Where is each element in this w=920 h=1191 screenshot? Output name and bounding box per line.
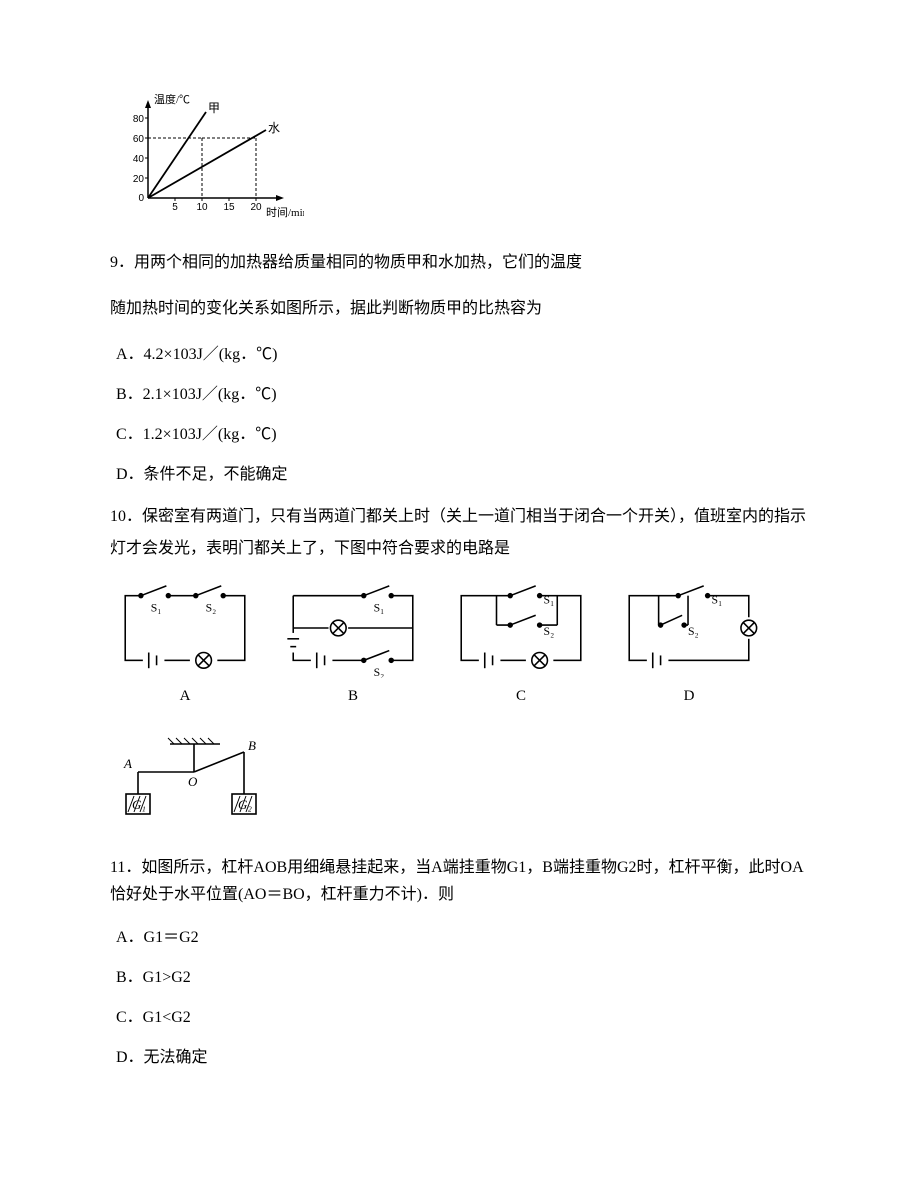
q11-option-d: D．无法确定	[116, 1042, 810, 1074]
circuit-a-svg: S₁ S₂	[110, 579, 260, 679]
circuit-b-s2: S₂	[374, 666, 385, 679]
xtick-15: 15	[223, 202, 235, 213]
circuit-a-s1: S₁	[151, 601, 162, 614]
circuit-d-label: D	[684, 685, 695, 708]
circuit-a: S₁ S₂ A	[110, 579, 260, 708]
circuit-c-s2: S₂	[544, 625, 555, 638]
temperature-time-chart: 0 20 40 60 80 5 10 15	[110, 90, 810, 229]
xtick-20: 20	[250, 202, 262, 213]
ytick-80: 80	[133, 114, 145, 125]
q9-option-b: B．2.1×103J／(kg．℃)	[116, 379, 810, 411]
lever-label-g2: G₂	[238, 797, 252, 812]
q9-stem-1: 9．用两个相同的加热器给质量相同的物质甲和水加热，它们的温度	[110, 247, 810, 279]
xtick-10: 10	[196, 202, 208, 213]
q9-stem-2: 随加热时间的变化关系如图所示，据此判断物质甲的比热容为	[110, 293, 810, 325]
y-axis-label: 温度/℃	[154, 94, 190, 106]
lever-label-g1: G₁	[132, 797, 146, 812]
ytick-40: 40	[133, 154, 145, 165]
series-shui-label: 水	[268, 121, 280, 135]
q9-option-d: D．条件不足，不能确定	[116, 459, 810, 491]
circuit-d-svg: S₁ S₂	[614, 579, 764, 679]
lever-label-o: O	[188, 774, 198, 789]
circuit-row: S₁ S₂ A	[110, 579, 810, 708]
q9-option-c: C．1.2×103J／(kg．℃)	[116, 419, 810, 451]
lever-label-b: B	[248, 738, 256, 753]
series-jia-label: 甲	[208, 101, 220, 115]
xtick-5: 5	[172, 202, 178, 213]
circuit-a-s2: S₂	[206, 601, 217, 614]
circuit-d: S₁ S₂ D	[614, 579, 764, 708]
lever-label-a: A	[123, 756, 132, 771]
series-jia	[148, 112, 206, 198]
q11-option-a: A．G1＝G2	[116, 922, 810, 954]
q11-stem: 11．如图所示，杠杆AOB用细绳悬挂起来，当A端挂重物G1，B端挂重物G2时，杠…	[110, 854, 810, 908]
circuit-c-svg: S₁ S₂	[446, 579, 596, 679]
circuit-b-label: B	[348, 685, 358, 708]
chart-svg: 0 20 40 60 80 5 10 15	[114, 94, 304, 219]
circuit-b-svg: S₁ S₂	[278, 579, 428, 679]
x-axis-label: 时间/min	[266, 206, 304, 219]
ytick-60: 60	[133, 134, 145, 145]
circuit-c-label: C	[516, 685, 526, 708]
q11-option-b: B．G1>G2	[116, 962, 810, 994]
circuit-d-s2: S₂	[688, 625, 699, 638]
q9-option-a: A．4.2×103J／(kg．℃)	[116, 339, 810, 371]
lever-figure: A B O G₁ G₂	[110, 732, 810, 840]
ytick-20: 20	[133, 174, 145, 185]
circuit-b-s1: S₁	[374, 601, 385, 614]
circuit-c-s1: S₁	[544, 594, 555, 607]
circuit-a-label: A	[180, 685, 191, 708]
lever-svg: A B O G₁ G₂	[110, 732, 280, 832]
q11-option-c: C．G1<G2	[116, 1002, 810, 1034]
chart-zero: 0	[138, 193, 144, 204]
circuit-c: S₁ S₂ C	[446, 579, 596, 708]
series-shui	[148, 130, 266, 198]
circuit-d-s1: S₁	[712, 594, 723, 607]
circuit-b: S₁ S₂ B	[278, 579, 428, 708]
q9-chart-block: 0 20 40 60 80 5 10 15	[110, 90, 810, 229]
q10-stem: 10．保密室有两道门，只有当两道门都关上时（关上一道门相当于闭合一个开关），值班…	[110, 501, 810, 565]
